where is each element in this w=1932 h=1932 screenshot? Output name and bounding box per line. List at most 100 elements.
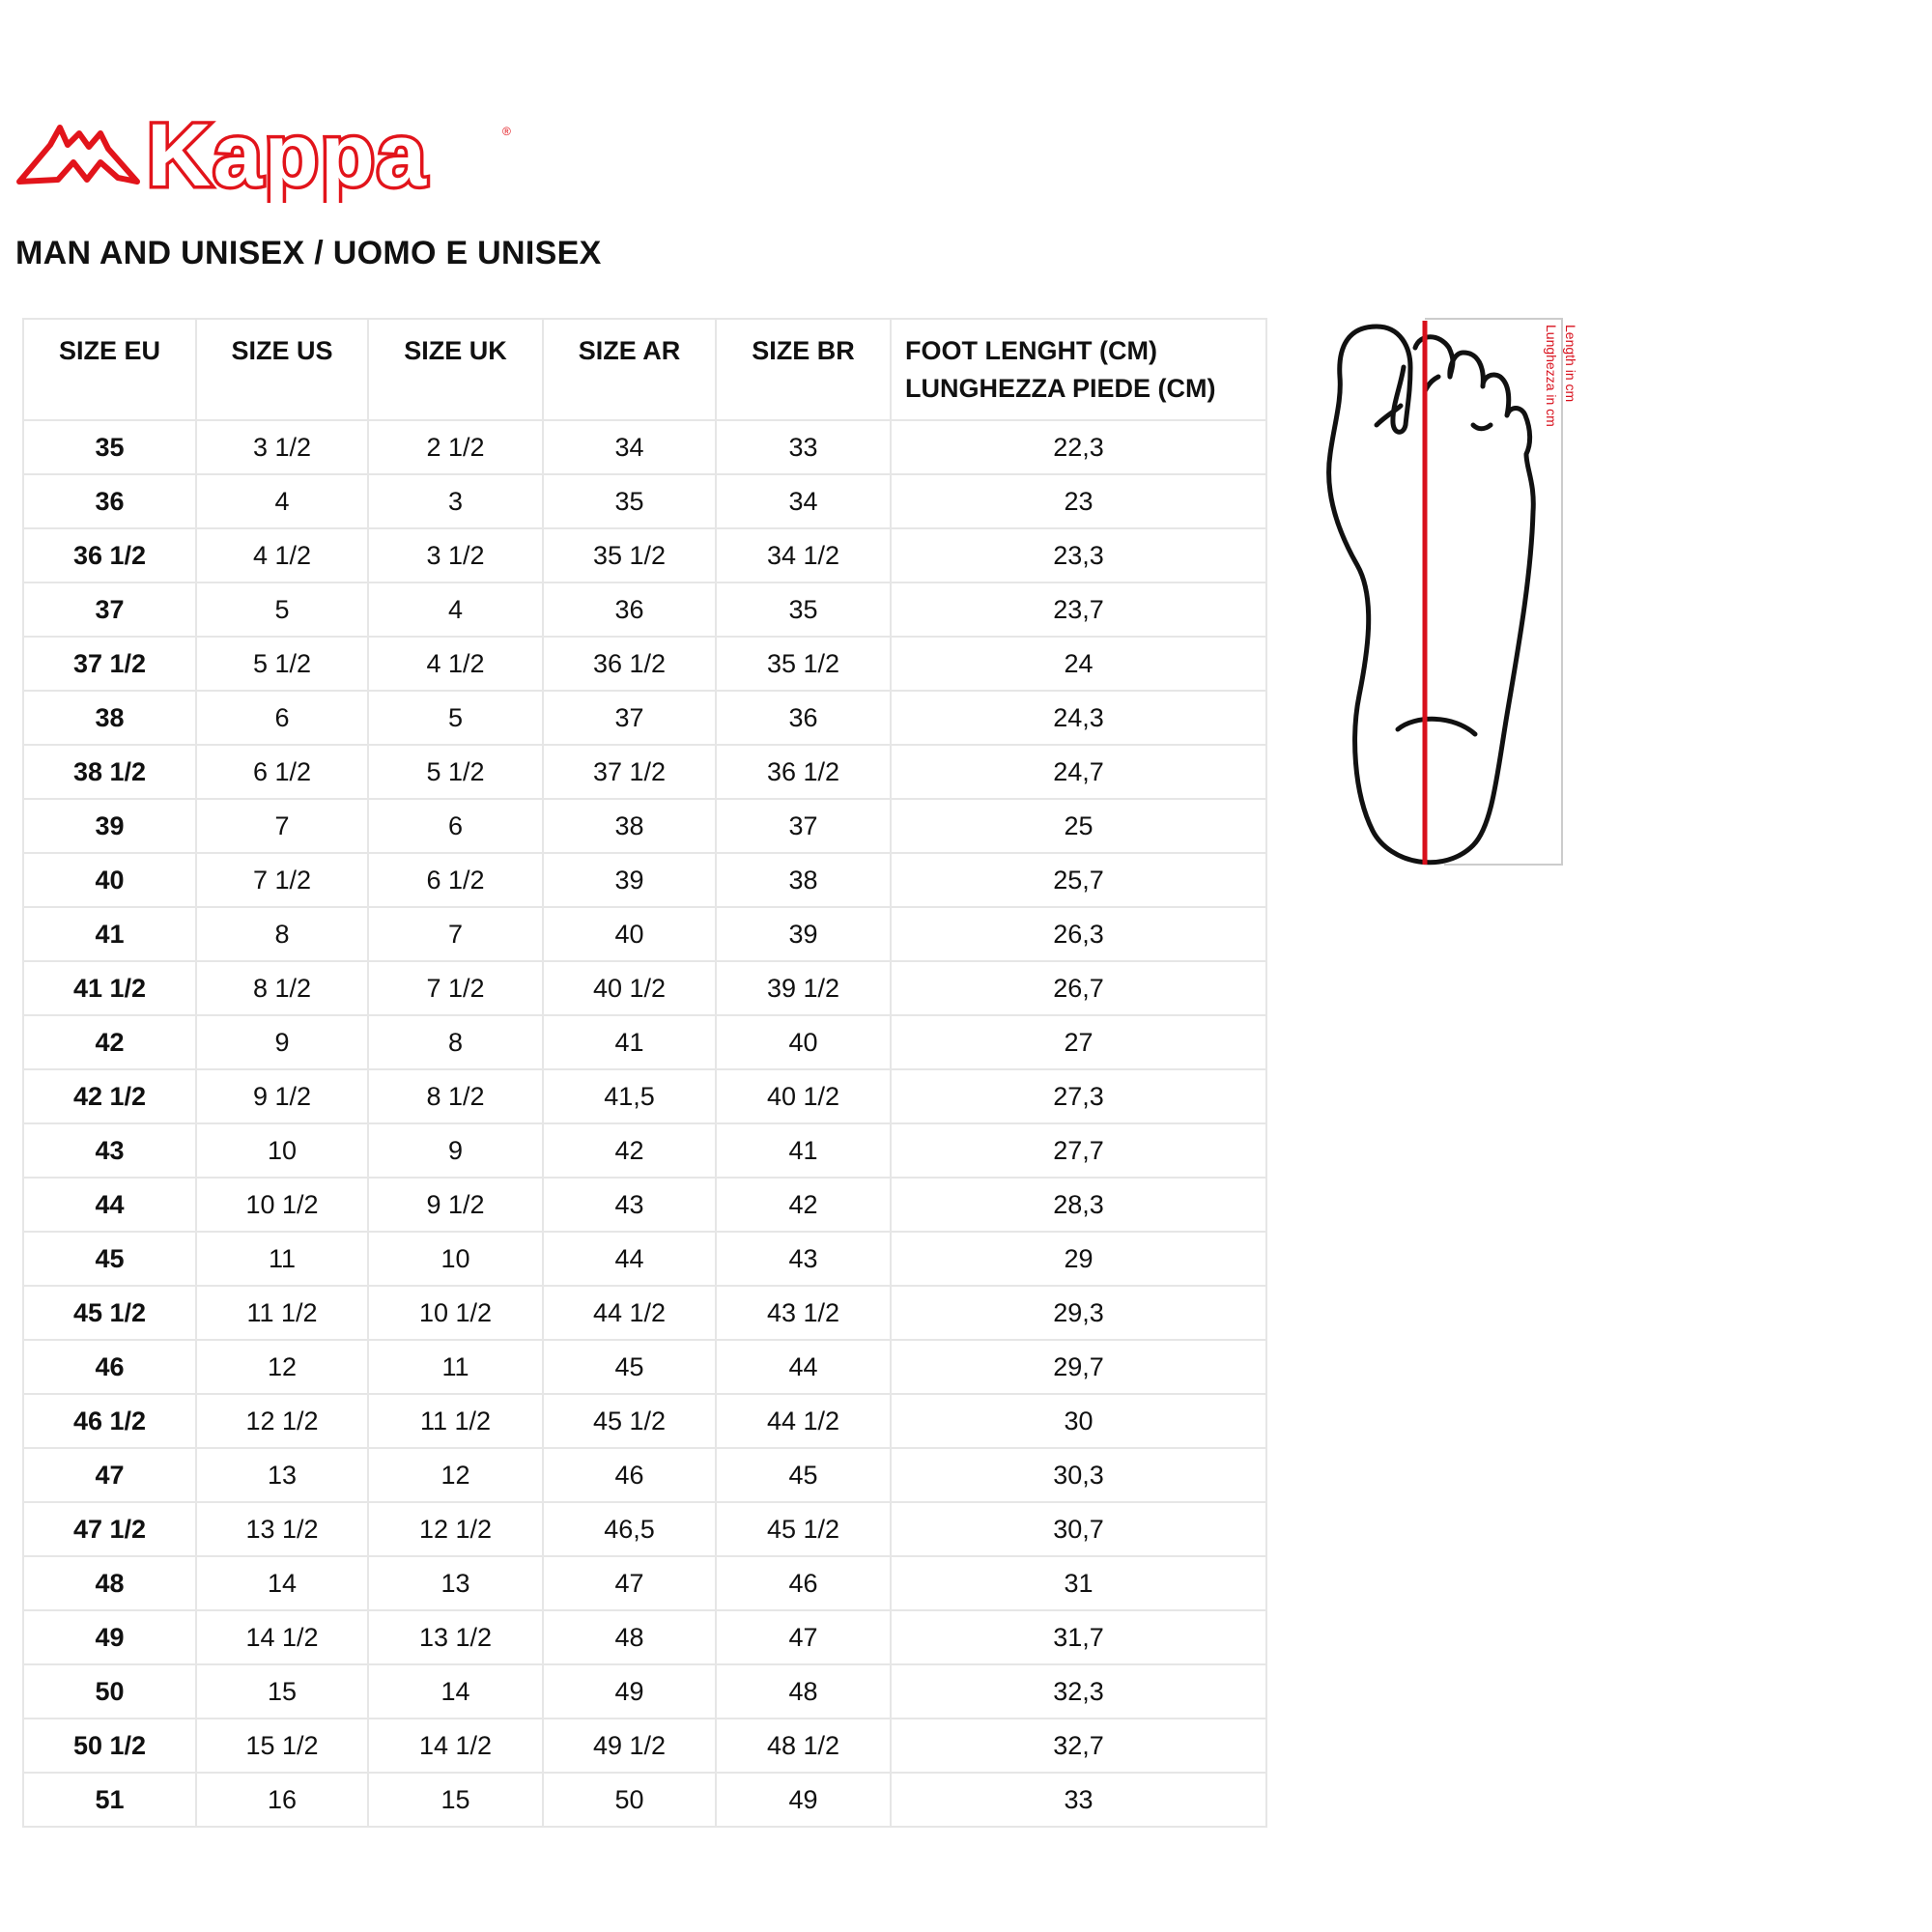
size-chart-table: SIZE EU SIZE US SIZE UK SIZE AR SIZE BR … [22,318,1267,1828]
cell-foot-length: 32,3 [890,1663,1267,1719]
cell-size-ar: 43 [542,1177,717,1233]
cell-size-uk: 2 1/2 [367,419,544,475]
cell-size-us: 16 [195,1772,369,1828]
table-row: 50 15 14 49 48 32,3 [22,1663,1267,1719]
cell-size-eu: 46 1/2 [22,1393,197,1449]
cell-foot-length: 22,3 [890,419,1267,475]
cell-size-us: 7 1/2 [195,852,369,908]
cell-size-us: 11 [195,1231,369,1287]
table-row: 47 13 12 46 45 30,3 [22,1447,1267,1503]
cell-size-uk: 7 [367,906,544,962]
cell-size-br: 37 [715,798,892,854]
cell-size-us: 5 [195,582,369,638]
cell-size-uk: 5 [367,690,544,746]
header-foot-length-it: LUNGHEZZA PIEDE (CM) [905,374,1216,403]
cell-size-eu: 37 1/2 [22,636,197,692]
table-row: 37 5 4 36 35 23,7 [22,582,1267,638]
length-label-it: Lunghezza in cm [1544,325,1559,427]
cell-size-ar: 37 [542,690,717,746]
cell-size-br: 36 [715,690,892,746]
length-label-en: Length in cm [1563,325,1578,402]
cell-size-br: 44 1/2 [715,1393,892,1449]
cell-size-ar: 36 1/2 [542,636,717,692]
cell-size-uk: 10 [367,1231,544,1287]
cell-size-ar: 36 [542,582,717,638]
cell-size-br: 48 1/2 [715,1718,892,1774]
cell-size-ar: 45 1/2 [542,1393,717,1449]
cell-size-us: 6 [195,690,369,746]
cell-foot-length: 31 [890,1555,1267,1611]
cell-size-br: 49 [715,1772,892,1828]
cell-size-us: 10 1/2 [195,1177,369,1233]
table-row: 39 7 6 38 37 25 [22,798,1267,854]
cell-size-ar: 45 [542,1339,717,1395]
cell-size-uk: 12 [367,1447,544,1503]
cell-foot-length: 30,3 [890,1447,1267,1503]
cell-size-uk: 6 1/2 [367,852,544,908]
cell-foot-length: 24 [890,636,1267,692]
cell-size-br: 42 [715,1177,892,1233]
cell-size-uk: 14 1/2 [367,1718,544,1774]
cell-size-us: 6 1/2 [195,744,369,800]
cell-size-eu: 42 1/2 [22,1068,197,1124]
cell-size-uk: 4 1/2 [367,636,544,692]
foot-diagram: Length in cm Lunghezza in cm [1326,318,1578,866]
header-foot-length: FOOT LENGHT (CM) LUNGHEZZA PIEDE (CM) [890,318,1267,421]
cell-size-us: 12 [195,1339,369,1395]
table-row: 46 1/2 12 1/2 11 1/2 45 1/2 44 1/2 30 [22,1393,1267,1449]
cell-size-us: 3 1/2 [195,419,369,475]
cell-size-us: 9 1/2 [195,1068,369,1124]
cell-size-us: 15 1/2 [195,1718,369,1774]
table-row: 41 1/2 8 1/2 7 1/2 40 1/2 39 1/2 26,7 [22,960,1267,1016]
svg-text:Kappa: Kappa [147,106,428,203]
cell-size-uk: 15 [367,1772,544,1828]
cell-size-ar: 44 [542,1231,717,1287]
cell-foot-length: 27 [890,1014,1267,1070]
cell-size-uk: 9 [367,1122,544,1179]
cell-size-us: 8 [195,906,369,962]
cell-foot-length: 27,7 [890,1122,1267,1179]
cell-size-uk: 10 1/2 [367,1285,544,1341]
cell-size-br: 35 [715,582,892,638]
cell-size-ar: 34 [542,419,717,475]
cell-size-eu: 48 [22,1555,197,1611]
cell-foot-length: 30,7 [890,1501,1267,1557]
table-row: 48 14 13 47 46 31 [22,1555,1267,1611]
svg-text:®: ® [502,125,511,138]
cell-foot-length: 24,7 [890,744,1267,800]
cell-size-br: 35 1/2 [715,636,892,692]
cell-size-br: 43 [715,1231,892,1287]
cell-size-ar: 40 1/2 [542,960,717,1016]
cell-size-us: 13 1/2 [195,1501,369,1557]
cell-foot-length: 27,3 [890,1068,1267,1124]
cell-size-eu: 50 [22,1663,197,1719]
cell-size-us: 14 [195,1555,369,1611]
cell-size-us: 5 1/2 [195,636,369,692]
table-row: 51 16 15 50 49 33 [22,1772,1267,1828]
cell-size-ar: 46,5 [542,1501,717,1557]
table-row: 49 14 1/2 13 1/2 48 47 31,7 [22,1609,1267,1665]
cell-size-us: 8 1/2 [195,960,369,1016]
cell-size-us: 10 [195,1122,369,1179]
cell-size-uk: 7 1/2 [367,960,544,1016]
cell-size-uk: 5 1/2 [367,744,544,800]
cell-size-uk: 11 1/2 [367,1393,544,1449]
cell-size-br: 36 1/2 [715,744,892,800]
cell-foot-length: 23,7 [890,582,1267,638]
cell-size-uk: 14 [367,1663,544,1719]
cell-size-br: 44 [715,1339,892,1395]
cell-size-ar: 41,5 [542,1068,717,1124]
kappa-logo: Kappa ® [16,106,511,203]
cell-size-br: 33 [715,419,892,475]
cell-size-us: 14 1/2 [195,1609,369,1665]
cell-size-br: 46 [715,1555,892,1611]
cell-size-br: 39 1/2 [715,960,892,1016]
cell-foot-length: 29 [890,1231,1267,1287]
cell-size-uk: 12 1/2 [367,1501,544,1557]
cell-size-ar: 42 [542,1122,717,1179]
cell-size-uk: 11 [367,1339,544,1395]
cell-size-eu: 45 [22,1231,197,1287]
table-row: 36 1/2 4 1/2 3 1/2 35 1/2 34 1/2 23,3 [22,527,1267,583]
page-title: MAN AND UNISEX / UOMO E UNISEX [15,235,602,271]
cell-size-eu: 38 [22,690,197,746]
